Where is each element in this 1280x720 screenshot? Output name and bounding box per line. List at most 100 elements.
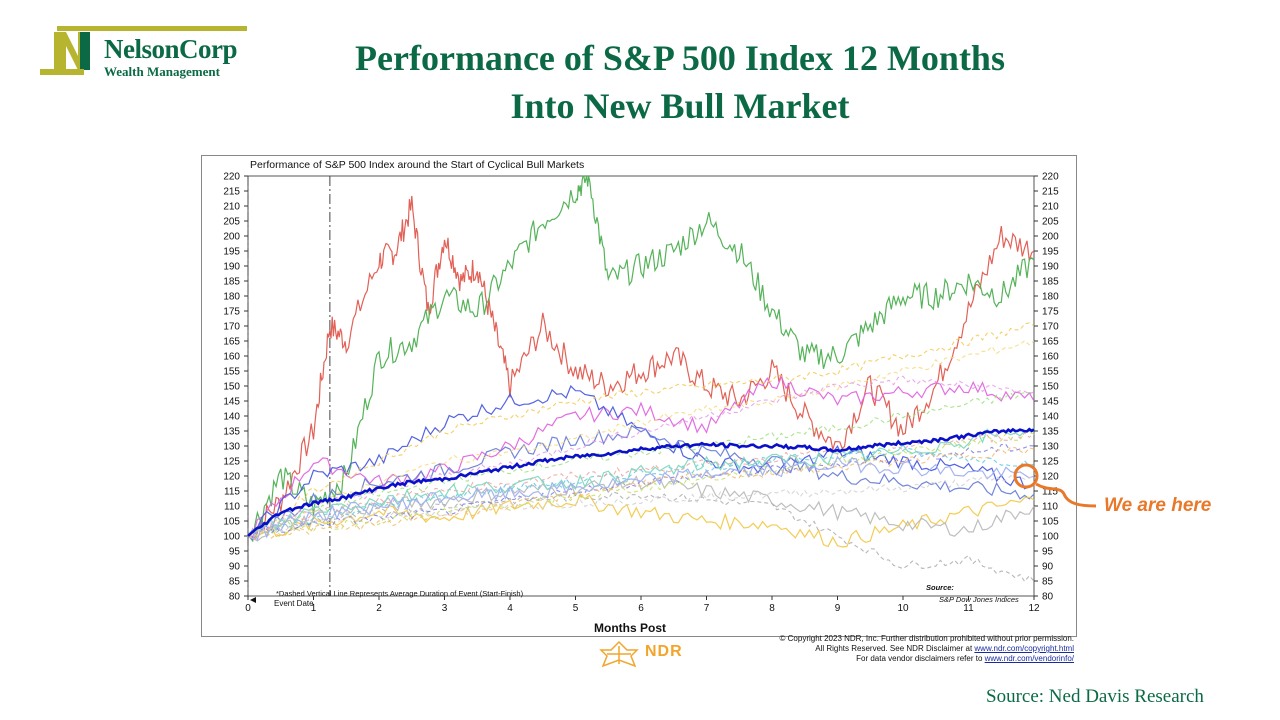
dashed-line-note: *Dashed Vertical Line Represents Average…	[276, 589, 524, 598]
y-tick-label-right: 180	[1042, 292, 1059, 303]
series-line-13	[247, 375, 1035, 540]
series-line-16	[247, 431, 1035, 537]
average-layer	[247, 427, 1035, 537]
slide-title-line2: Into New Bull Market	[510, 86, 850, 126]
y-tick-label-left: 155	[223, 367, 240, 378]
x-tick-label: 11	[963, 603, 974, 614]
chart-source-name: S&P Dow Jones Indices	[939, 595, 1019, 604]
y-tick-label-right: 110	[1042, 502, 1058, 513]
y-tick-label-left: 90	[229, 562, 241, 573]
y-tick-label-right: 105	[1042, 517, 1059, 528]
plot-area	[247, 175, 1035, 597]
x-axis-label: Months Post	[594, 621, 666, 635]
series-line-18	[247, 427, 1035, 537]
performance-chart: Performance of S&P 500 Index around the …	[223, 159, 1059, 635]
y-tick-label-left: 110	[224, 502, 240, 513]
series-line-12	[247, 447, 1035, 537]
company-logo: NelsonCorp Wealth Management	[40, 26, 250, 82]
y-tick-label-right: 80	[1042, 592, 1054, 603]
y-tick-label-right: 170	[1042, 322, 1059, 333]
y-tick-label-left: 145	[223, 397, 240, 408]
x-tick-label: 8	[769, 603, 775, 614]
average-line	[247, 427, 1035, 537]
y-tick-label-right: 205	[1042, 217, 1059, 228]
series-line-6	[247, 493, 1035, 548]
chart-title: Performance of S&P 500 Index around the …	[250, 159, 584, 171]
series-layer	[247, 175, 1035, 583]
y-tick-label-left: 95	[229, 547, 241, 558]
slide-title-line1: Performance of S&P 500 Index 12 Months	[355, 38, 1005, 78]
y-tick-label-left: 105	[223, 517, 240, 528]
y-tick-label-left: 80	[229, 592, 241, 603]
x-tick-label: 6	[638, 603, 644, 614]
copyright-link[interactable]: www.ndr.com/copyright.html	[974, 644, 1074, 653]
series-line-4	[247, 385, 1035, 539]
y-tick-label-right: 135	[1042, 427, 1059, 438]
series-line-14	[247, 444, 1035, 537]
y-tick-label-right: 115	[1042, 487, 1058, 498]
copyright-line3: For data vendor disclaimers refer to www…	[856, 654, 1074, 663]
y-tick-label-left: 180	[223, 292, 240, 303]
we-are-here-label: We are here	[1104, 495, 1212, 516]
y-tick-label-right: 215	[1042, 187, 1059, 198]
series-line-3	[247, 374, 1035, 538]
y-tick-label-left: 175	[223, 307, 240, 318]
y-tick-label-left: 210	[223, 202, 240, 213]
y-tick-label-left: 185	[223, 277, 240, 288]
y-tick-label-left: 100	[223, 532, 240, 543]
x-tick-label: 12	[1028, 603, 1040, 614]
series-line-19	[247, 455, 1035, 542]
y-tick-label-left: 150	[223, 382, 240, 393]
y-tick-label-right: 190	[1042, 262, 1059, 273]
logo-bottom-bar	[40, 69, 84, 75]
series-line-8	[247, 491, 1035, 583]
ndr-logo-text: NDR	[645, 643, 683, 660]
y-tick-label-right: 95	[1042, 547, 1054, 558]
y-tick-label-right: 200	[1042, 232, 1059, 243]
series-line-1	[247, 195, 1035, 541]
copyright-line1: © Copyright 2023 NDR, Inc. Further distr…	[779, 634, 1074, 643]
chart-source-label: Source:	[926, 583, 954, 592]
chart-frame: Performance of S&P 500 Index around the …	[201, 155, 1077, 637]
y-tick-label-left: 85	[229, 577, 241, 588]
source-footer: Source: Ned Davis Research	[986, 686, 1204, 707]
y-tick-label-left: 215	[223, 187, 240, 198]
vendorinfo-link[interactable]: www.ndr.com/vendorinfo/	[984, 654, 1074, 663]
y-tick-label-right: 90	[1042, 562, 1054, 573]
x-tick-label: 10	[897, 603, 909, 614]
y-tick-label-left: 125	[223, 457, 240, 468]
y-tick-label-left: 135	[223, 427, 240, 438]
series-line-9	[247, 322, 1035, 537]
y-tick-label-left: 200	[223, 232, 240, 243]
y-tick-label-left: 220	[223, 172, 240, 183]
y-tick-label-right: 140	[1042, 412, 1059, 423]
y-tick-label-left: 120	[223, 472, 240, 483]
chart-axes: 80 80 85 85 90 90 95 95 100 100 105 105 110 110 115 115…	[223, 172, 1059, 615]
y-tick-label-right: 175	[1042, 307, 1059, 318]
y-tick-label-left: 165	[223, 337, 240, 348]
logo-subtitle: Wealth Management	[104, 64, 220, 79]
logo-brand-name: NelsonCorp	[104, 34, 238, 64]
slide-title: Performance of S&P 500 Index 12 Months I…	[240, 34, 1120, 130]
x-tick-label: 3	[442, 603, 448, 614]
y-tick-label-right: 120	[1042, 472, 1059, 483]
x-tick-label: 4	[507, 603, 513, 614]
y-tick-label-right: 165	[1042, 337, 1059, 348]
y-tick-label-left: 160	[223, 352, 240, 363]
y-tick-label-right: 185	[1042, 277, 1059, 288]
y-tick-label-right: 125	[1042, 457, 1059, 468]
copyright-notice: © Copyright 2023 NDR, Inc. Further distr…	[640, 634, 1074, 664]
series-line-20	[247, 475, 1035, 540]
y-tick-label-left: 190	[223, 262, 240, 273]
y-tick-label-right: 195	[1042, 247, 1059, 258]
copyright-line2: All Rights Reserved. See NDR Disclaimer …	[815, 644, 1074, 653]
y-tick-label-left: 205	[223, 217, 240, 228]
y-tick-label-right: 85	[1042, 577, 1054, 588]
logo-top-bar	[57, 26, 247, 31]
series-line-11	[247, 391, 1035, 537]
y-tick-label-left: 170	[223, 322, 240, 333]
y-tick-label-left: 115	[224, 487, 240, 498]
ndr-logo: NDR	[597, 640, 707, 668]
y-tick-label-right: 100	[1042, 532, 1059, 543]
y-tick-label-right: 145	[1042, 397, 1059, 408]
